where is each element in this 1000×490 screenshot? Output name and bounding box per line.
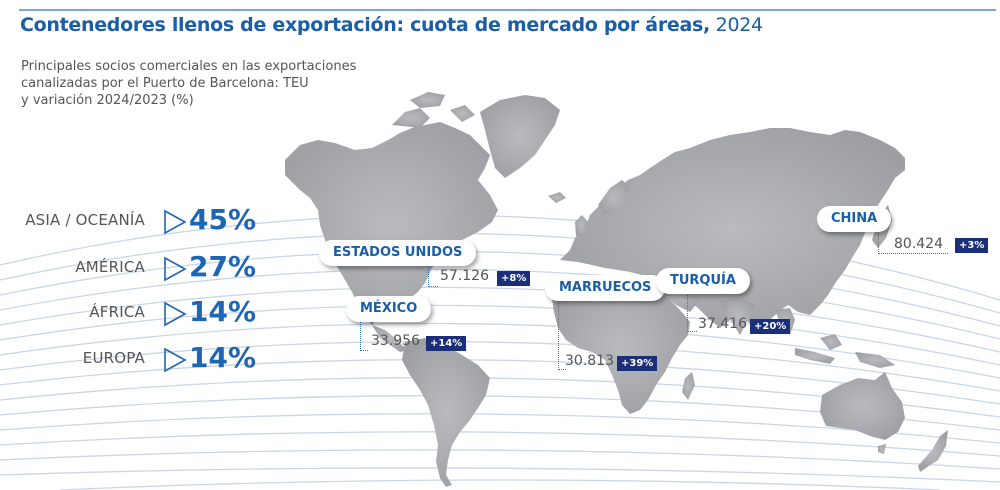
partner-change-badge: +14% bbox=[426, 336, 467, 351]
subtitle-line: canalizadas por el Puerto de Barcelona: … bbox=[21, 76, 309, 91]
region-share-value: 14% bbox=[189, 341, 257, 374]
partner-label-china: CHINA bbox=[817, 206, 892, 232]
page-title: Contenedores llenos de exportación: cuot… bbox=[20, 14, 763, 36]
subtitle: Principales socios comerciales en las ex… bbox=[21, 58, 381, 109]
region-share-value: 27% bbox=[189, 250, 257, 283]
region-share-value: 45% bbox=[189, 203, 257, 236]
partner-teu-value: 37.416 bbox=[698, 316, 747, 332]
triangle-right-outline-icon bbox=[164, 209, 187, 235]
region-row-asia-oceania: ASIA / OCEANÍA 45% bbox=[0, 203, 270, 243]
callout-line bbox=[687, 292, 697, 332]
north-america-shape bbox=[285, 122, 498, 325]
subtitle-line: Principales socios comerciales en las ex… bbox=[21, 59, 357, 74]
partner-change-badge: +3% bbox=[955, 238, 989, 253]
title-year: 2024 bbox=[709, 14, 763, 36]
south-america-shape bbox=[402, 338, 490, 487]
eurasia-shape bbox=[560, 128, 905, 330]
australia-shape bbox=[820, 372, 905, 440]
region-label: AMÉRICA bbox=[75, 258, 145, 276]
callout-line bbox=[878, 230, 948, 254]
triangle-right-outline-icon bbox=[164, 256, 187, 282]
partner-change-badge: +39% bbox=[617, 356, 658, 371]
africa-shape bbox=[552, 276, 690, 414]
region-row-africa: ÁFRICA 14% bbox=[0, 295, 270, 335]
top-rule bbox=[19, 9, 996, 11]
partner-change-badge: +8% bbox=[497, 271, 531, 286]
greenland-shape bbox=[480, 95, 560, 178]
callout-line bbox=[558, 297, 566, 370]
region-row-america: AMÉRICA 27% bbox=[0, 250, 270, 290]
partner-teu-value: 33.956 bbox=[371, 333, 420, 349]
triangle-right-outline-icon bbox=[164, 301, 187, 327]
region-share-value: 14% bbox=[189, 295, 257, 328]
partner-label-mexico: MÉXICO bbox=[346, 296, 432, 322]
partner-teu-value: 57.126 bbox=[440, 268, 489, 284]
partner-label-marruecos: MARRUECOS bbox=[545, 275, 666, 301]
triangle-right-outline-icon bbox=[164, 347, 187, 373]
partner-label-estados-unidos: ESTADOS UNIDOS bbox=[319, 240, 477, 266]
region-row-europe: EUROPA 14% bbox=[0, 341, 270, 381]
partner-teu-value: 30.813 bbox=[565, 353, 614, 369]
region-label: EUROPA bbox=[82, 349, 145, 367]
callout-line bbox=[428, 264, 438, 287]
region-label: ASIA / OCEANÍA bbox=[25, 211, 145, 229]
region-label: ÁFRICA bbox=[89, 303, 145, 321]
subtitle-line: y variación 2024/2023 (%) bbox=[21, 93, 194, 108]
partner-label-turquia: TURQUÍA bbox=[656, 268, 750, 294]
callout-line bbox=[360, 318, 368, 351]
partner-teu-value: 80.424 bbox=[894, 236, 943, 252]
title-text: Contenedores llenos de exportación: cuot… bbox=[20, 14, 710, 36]
partner-change-badge: +20% bbox=[750, 319, 791, 334]
